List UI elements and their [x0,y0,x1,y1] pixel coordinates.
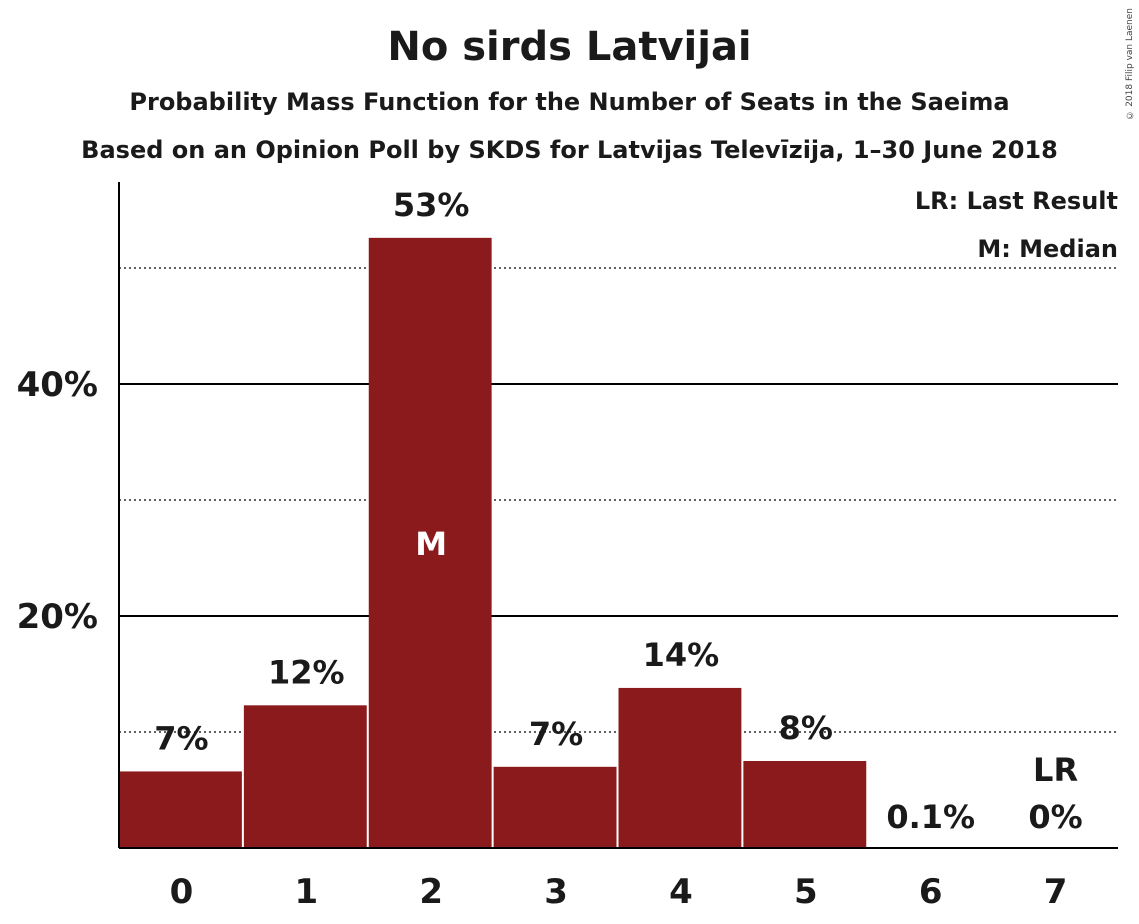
bar [743,761,867,848]
chart-subtitle: Probability Mass Function for the Number… [129,88,1010,116]
x-tick-label: 3 [544,872,568,912]
bar [618,687,742,848]
last-result-marker: LR [1033,751,1078,789]
axis-layer: 20% 40% 0 1 2 3 4 5 6 7 [17,182,1118,912]
data-label: 7% [154,719,208,757]
x-tick-label: 7 [1044,872,1068,912]
data-label: 0.1% [886,798,975,836]
x-tick-label: 2 [419,872,443,912]
bar [119,771,242,848]
bar-layer [119,237,867,849]
chart-source: Based on an Opinion Poll by SKDS for Lat… [81,136,1058,164]
x-tick-label: 0 [170,872,194,912]
data-label: 7% [529,715,583,753]
median-marker: M [415,525,447,563]
x-tick-label: 4 [669,872,693,912]
data-label: 12% [268,653,345,691]
y-tick-label: 40% [17,365,98,405]
legend-last-result: LR: Last Result [915,187,1118,215]
y-tick-label: 20% [17,597,98,637]
data-label: 14% [643,636,720,674]
label-layer: 7% 12% 53% M 7% 14% 8% 0.1% 0% LR [154,186,1082,836]
x-tick-label: 5 [794,872,818,912]
bar [243,705,367,848]
bar [493,766,617,848]
x-tick-label: 6 [919,872,943,912]
x-tick-label: 1 [294,872,318,912]
data-label: 8% [779,709,833,747]
data-label: 0% [1028,798,1082,836]
chart-title: No sirds Latvijai [387,24,752,70]
legend-median: M: Median [977,235,1118,263]
data-label: 53% [393,186,470,224]
bar [368,237,492,849]
